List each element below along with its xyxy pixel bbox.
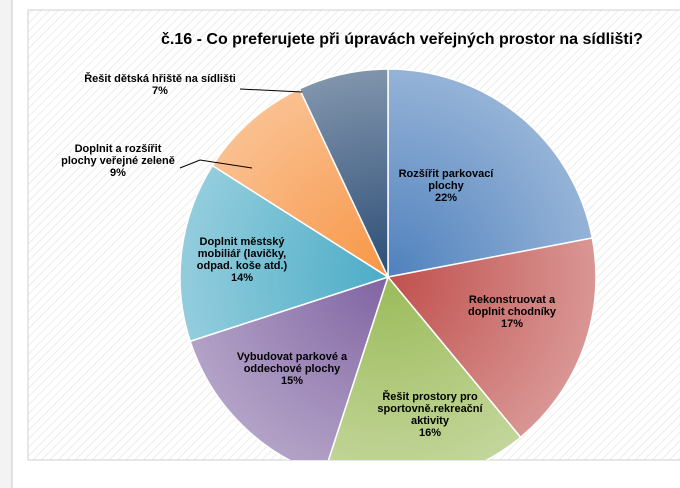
slice-label: plochy [428,180,464,192]
slice-label: Doplnit městský [200,236,286,248]
slice-label: doplnit chodníky [468,306,557,318]
slice-label: Doplnit a rozšířit [75,143,162,155]
slice-label: Řešit prostory pro [382,390,478,403]
slice-label: plochy veřejné zeleně [61,155,175,167]
slice-label: Vybudovat parkové a [237,351,348,363]
slice-label: Rozšířit parkovací [399,168,495,180]
slice-label: oddechové plochy [244,363,341,375]
value-label: 14% [231,272,253,284]
value-label: 15% [281,375,303,387]
leader-line [179,159,253,169]
slice-label: Řešit dětská hřiště na sídlišti [84,72,236,85]
value-label: 7% [152,85,168,97]
pie-slice [179,164,390,343]
pie-slice [327,275,522,460]
value-label: 22% [435,192,457,204]
slice-label: sportovně.rekreační [377,403,483,415]
pie-slice [387,68,594,278]
pie-slice [189,275,390,460]
slice-label: odpad. koše atd.) [197,260,288,272]
chart-title: č.16 - Co preferujete při úpravách veřej… [161,31,643,48]
value-label: 9% [110,167,126,179]
leader-line [239,88,303,93]
value-label: 16% [419,427,441,439]
value-label: 17% [501,318,523,330]
slice-label: aktivity [411,415,450,427]
pie-slice [386,237,597,439]
side-panel [0,0,12,488]
pie [179,68,597,460]
slice-label: Rekonstruovat a [469,294,556,306]
pie-slice [298,68,389,278]
slice-label: mobiliář (lavičky, [198,248,286,260]
